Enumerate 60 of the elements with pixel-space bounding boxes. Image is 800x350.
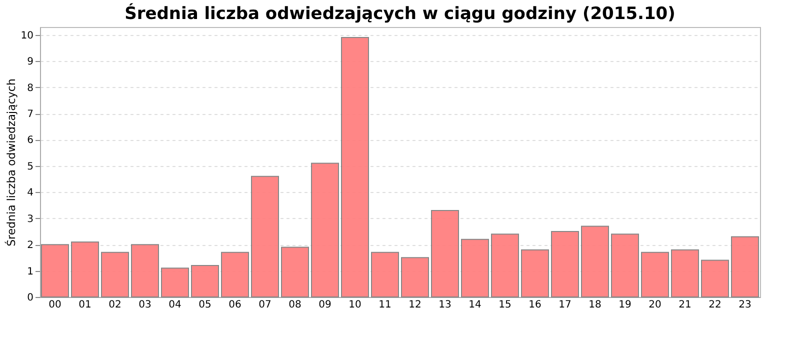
bar [611, 234, 639, 298]
bar [461, 238, 489, 298]
x-tick-label: 05 [198, 300, 212, 310]
y-tick-label: 1 [27, 266, 34, 278]
x-tick-label: 01 [78, 300, 92, 310]
x-tick-label: 11 [378, 300, 392, 310]
bar [281, 246, 309, 298]
bar [311, 162, 339, 298]
x-tick-label: 09 [318, 300, 332, 310]
x-tick-label: 18 [588, 300, 602, 310]
x-tick-label: 22 [708, 300, 722, 310]
bar [701, 260, 729, 298]
y-tick-label: 5 [27, 161, 34, 172]
bar [371, 252, 399, 298]
x-tick-label: 07 [258, 300, 272, 310]
x-tick-label: 20 [648, 300, 662, 310]
bar [491, 234, 519, 298]
x-tick-label: 04 [168, 300, 182, 310]
chart-title: Średnia liczba odwiedzających w ciągu godziny (2015.10) [124, 3, 676, 24]
bar [641, 252, 669, 298]
y-tick-label: 0 [27, 292, 34, 304]
x-tick-label: 21 [678, 300, 692, 310]
y-tick-label: 2 [27, 240, 34, 252]
x-tick-label: 19 [618, 300, 632, 310]
bar [251, 176, 279, 298]
bar [401, 257, 429, 298]
bar [101, 252, 129, 298]
x-tick-label: 00 [48, 300, 62, 310]
y-tick-label: 4 [27, 188, 34, 199]
x-tick-label: 15 [498, 300, 512, 310]
bar [731, 236, 759, 298]
y-tick-label: 7 [27, 109, 34, 120]
bar [521, 249, 549, 298]
y-tick-label: 3 [27, 214, 34, 225]
y-tick-label: 8 [27, 82, 34, 94]
bar [431, 210, 459, 298]
bar [581, 226, 609, 298]
x-tick-label: 23 [738, 300, 752, 310]
x-tick-label: 13 [438, 300, 452, 310]
y-tick-label: 10 [20, 30, 34, 42]
y-tick-label: 6 [27, 135, 34, 146]
bar [341, 36, 369, 298]
y-axis-title: Średnia liczba odwiedzających [4, 78, 18, 246]
y-tick-label: 9 [27, 56, 34, 68]
bar [131, 244, 159, 298]
bar [71, 241, 99, 298]
x-tick-label: 02 [108, 300, 122, 310]
bar [161, 268, 189, 298]
x-tick-label: 17 [558, 300, 572, 310]
x-tick-label: 14 [468, 300, 482, 310]
x-tick-label: 12 [408, 300, 422, 310]
x-tick-label: 10 [348, 300, 362, 310]
x-tick-label: 06 [228, 300, 242, 310]
x-tick-label: 16 [528, 300, 542, 310]
x-tick-label: 03 [138, 300, 152, 310]
bar [551, 230, 579, 298]
x-tick-label: 08 [288, 300, 302, 310]
bar [221, 252, 249, 298]
bar [191, 265, 219, 298]
bar [671, 249, 699, 298]
